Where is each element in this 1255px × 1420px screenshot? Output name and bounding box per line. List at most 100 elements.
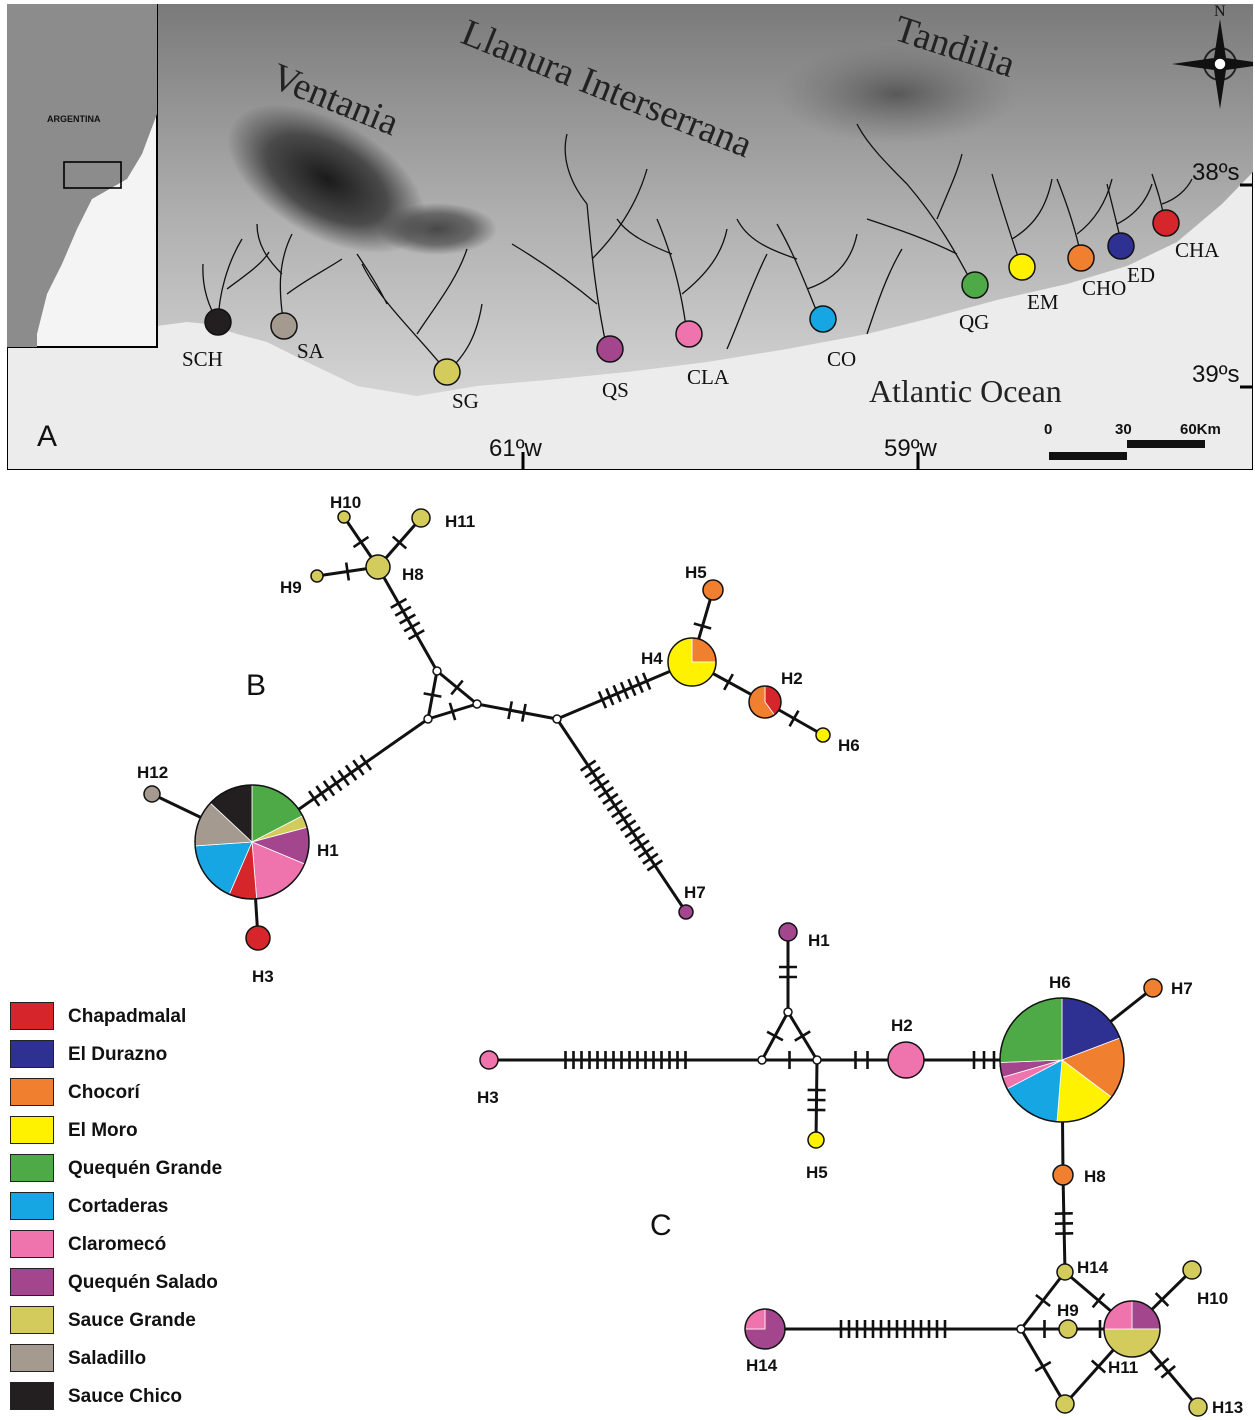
haplotype-label: H10 <box>330 493 361 512</box>
mutation-tick <box>315 785 328 802</box>
legend-label: Quequén Grande <box>68 1158 223 1179</box>
site-marker <box>675 320 703 348</box>
site-sa: SA <box>270 312 325 363</box>
legend-item: Chocorí <box>10 1078 310 1108</box>
haplotype-c-h6: H6 <box>999 973 1125 1123</box>
haplotype-label: H8 <box>402 565 424 584</box>
legend-swatch <box>10 1002 54 1030</box>
legend-swatch <box>10 1040 54 1068</box>
legend-item: El Durazno <box>10 1040 310 1070</box>
legend-item: Quequén Salado <box>10 1268 310 1298</box>
legend-item: Sauce Grande <box>10 1306 310 1336</box>
haplotype-label: H5 <box>806 1163 828 1182</box>
haplotype-b-h6: H6 <box>815 727 860 755</box>
legend-swatch <box>10 1344 54 1372</box>
svg-text:60Km: 60Km <box>1180 421 1221 438</box>
legend-item: Cortaderas <box>10 1192 310 1222</box>
lon-label-59: 59ºw <box>884 435 937 462</box>
legend-item: Claromecó <box>10 1230 310 1260</box>
haplotype-b-h11: H11 <box>411 508 475 531</box>
haplotype-c-h1: H1 <box>778 922 830 950</box>
mutation-tick <box>344 764 358 781</box>
mutation-tick <box>624 826 641 839</box>
mutation-tick <box>619 819 637 832</box>
haplotype-b-h2: H2 <box>748 669 803 719</box>
haplotype-label: H9 <box>280 578 302 597</box>
site-ed: ED <box>1107 232 1155 287</box>
haplotype-c-h9: H9 <box>1057 1301 1079 1339</box>
haplotype-c-h3: H3 <box>477 1050 499 1107</box>
haplotype-b-h9: H9 <box>280 569 324 597</box>
haplotype-b-h8: H8 <box>365 554 424 584</box>
haplotype-label: H1 <box>808 931 830 950</box>
legend-label: Chapadmalal <box>68 1006 187 1027</box>
mutation-tick <box>330 774 343 792</box>
mutation-tick <box>1154 1357 1170 1371</box>
mutation-tick <box>407 629 425 641</box>
mutation-tick <box>605 687 615 706</box>
haplotype-label: H12 <box>1050 1418 1081 1420</box>
haplotype-b-h4: H4 <box>641 637 717 687</box>
panel-label-c: C <box>650 1209 672 1242</box>
study-area-map: ARGENTINA Ventania Llanura Interserrana … <box>7 4 1253 470</box>
mutation-tick <box>507 701 514 720</box>
haplotype-label: H14 <box>746 1356 778 1375</box>
mutation-tick <box>597 691 608 709</box>
mutation-tick <box>337 769 350 787</box>
haplotype-label: H2 <box>891 1016 913 1035</box>
network-edge <box>476 702 558 721</box>
mutation-tick <box>399 613 416 625</box>
site-label: ED <box>1127 263 1155 287</box>
legend-item: El Moro <box>10 1116 310 1146</box>
site-marker <box>204 308 232 336</box>
mutation-tick <box>1090 1359 1107 1374</box>
site-marker <box>1067 244 1095 272</box>
haplotype-c-h12: H12 <box>1050 1394 1081 1420</box>
haplotype-label: H11 <box>445 512 475 531</box>
legend-swatch <box>10 1192 54 1220</box>
site-co: CO <box>809 305 856 371</box>
ventania-highland <box>227 104 427 254</box>
inset-label: ARGENTINA <box>47 114 101 124</box>
haplotype-b-h3: H3 <box>245 925 274 986</box>
haplotype-label: H11 <box>1108 1358 1138 1377</box>
legend-swatch <box>10 1116 54 1144</box>
haplotype-label: H7 <box>1171 979 1193 998</box>
mutation-tick <box>693 622 712 630</box>
site-label: CO <box>827 347 856 371</box>
haplotype-label: H10 <box>1197 1289 1228 1308</box>
lon-label-61: 61ºw <box>489 435 542 462</box>
legend-item: Saladillo <box>10 1344 310 1374</box>
site-qg: QG <box>959 271 989 334</box>
river-network <box>202 123 1193 373</box>
mutation-tick <box>1035 1293 1051 1308</box>
haplotype-label: H13 <box>1212 1398 1243 1417</box>
median-vector <box>1016 1324 1026 1334</box>
haplotype-c-h2: H2 <box>887 1016 925 1079</box>
haplotype-c-h11: H11 <box>1103 1300 1161 1377</box>
site-sg: SG <box>433 358 479 413</box>
mutation-tick <box>766 1030 784 1042</box>
site-cla: CLA <box>675 320 730 389</box>
ocean-label: Atlantic Ocean <box>869 373 1062 409</box>
site-marker <box>433 358 461 386</box>
legend-label: Sauce Chico <box>68 1386 183 1407</box>
haplotype-b-h12: H12 <box>137 763 168 803</box>
site-label: SG <box>452 389 479 413</box>
scale-bar: 0 30 60Km <box>1044 421 1221 460</box>
legend-label: Cortaderas <box>68 1196 169 1217</box>
compass-rose-icon: N <box>1172 4 1253 109</box>
haplotype-label: H3 <box>252 967 274 986</box>
haplotype-c-h14-left: H14 <box>744 1308 786 1375</box>
mutation-tick <box>344 562 351 581</box>
mutation-tick <box>390 597 408 609</box>
mutation-tick <box>794 1030 811 1042</box>
haplotype-c-h14: H14 <box>1056 1258 1109 1281</box>
north-label: N <box>1214 4 1226 20</box>
haplotype-b-h10: H10 <box>330 493 361 524</box>
mutation-tick <box>1154 1292 1170 1307</box>
haplotype-label: H6 <box>1049 973 1071 992</box>
legend-label: Sauce Grande <box>68 1310 196 1331</box>
site-label: QG <box>959 310 989 334</box>
